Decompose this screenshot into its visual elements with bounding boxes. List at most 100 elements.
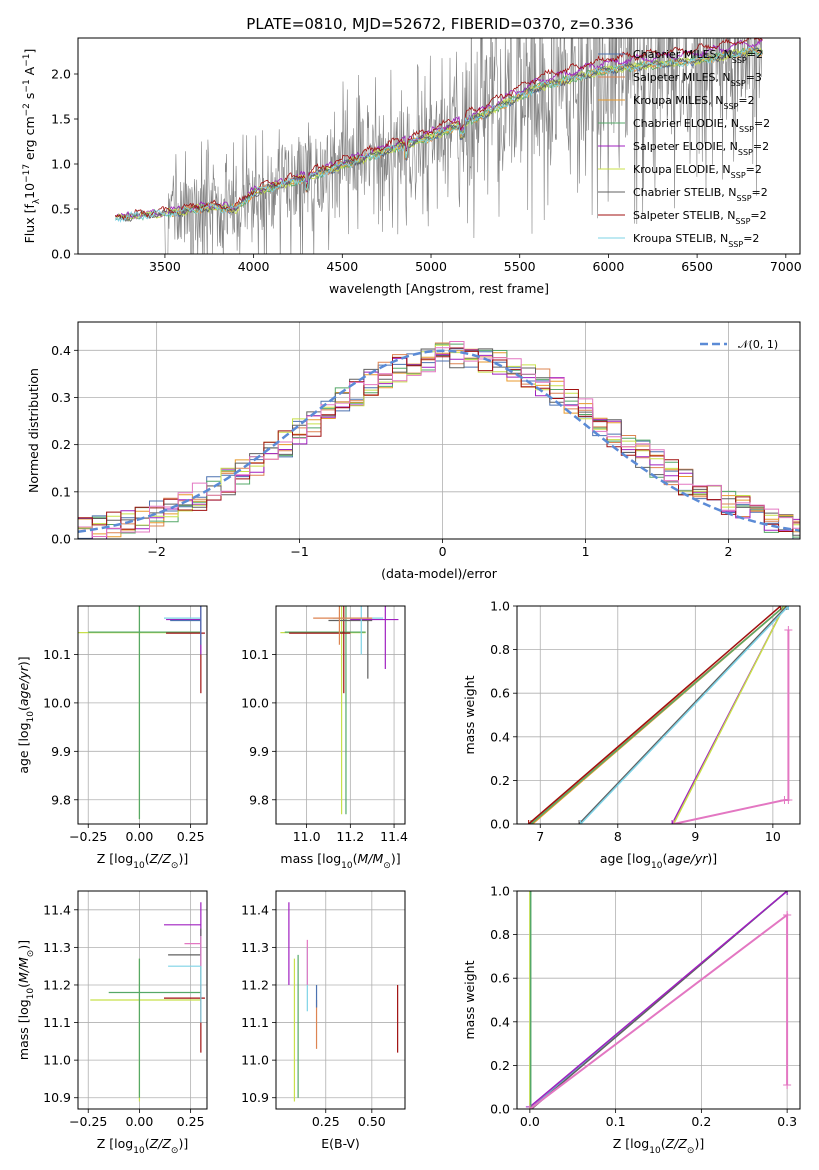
weight-marker — [526, 1105, 535, 1109]
axes-age_vs_mass: 11.0 11.2 11.4 9.8 9.9 10.0 10.1 mass [log10(M/… — [241, 605, 408, 871]
weight-marker — [776, 606, 785, 610]
y-tick-label: 11.2 — [43, 977, 71, 992]
weight-marker — [784, 625, 793, 634]
x-axis-label: wavelength [Angstrom, rest frame] — [329, 281, 549, 296]
y-tick-label: 1.5 — [51, 112, 71, 127]
x-tick-label: −0.25 — [69, 1114, 107, 1129]
x-tick-label: 0.25 — [312, 1114, 340, 1129]
weight-marker — [783, 910, 792, 919]
x-tick-label: 0.00 — [126, 829, 154, 844]
legend-entry: Salpeter STELIB, NSSP=2 — [633, 209, 767, 226]
weight-marker — [576, 820, 585, 824]
y-tick-label: 0.8 — [490, 642, 510, 657]
weight-line — [580, 606, 789, 824]
y-tick-label: 1.0 — [490, 599, 510, 614]
weight-marker — [524, 820, 533, 824]
x-tick-label: 0.50 — [358, 1114, 386, 1129]
legend-entry: Chabrier MILES, NSSP=2 — [633, 48, 763, 65]
y-tick-label: 0.8 — [490, 927, 510, 942]
weight-marker — [783, 1081, 792, 1090]
y-tick-label: 0.0 — [490, 817, 510, 832]
x-tick-label: 11.2 — [336, 829, 364, 844]
x-tick-label: −0.25 — [69, 829, 107, 844]
y-tick-label: 11.3 — [241, 940, 269, 955]
y-axis-label: age [log10(age/yr)] — [16, 656, 36, 773]
y-tick-label: 9.8 — [249, 792, 269, 807]
axes-age_weights: 7 8 9 10 0.0 0.2 0.4 0.6 0.8 1.0 age [log10(age/yr… — [462, 599, 801, 871]
legend-entry: Chabrier ELODIE, NSSP=2 — [633, 117, 770, 134]
y-tick-label: 0.0 — [490, 1102, 510, 1117]
x-tick-label: 7 — [536, 829, 544, 844]
histogram-series — [78, 344, 800, 529]
histogram-series — [78, 348, 800, 538]
y-tick-label: 11.1 — [241, 1015, 269, 1030]
histogram-series — [78, 342, 800, 539]
y-tick-label: 10.9 — [43, 1090, 71, 1105]
x-tick-label: 0.1 — [606, 1114, 626, 1129]
axes-frame — [516, 605, 801, 825]
x-axis-label: Z [log10(Z/Z⊙)] — [613, 1136, 704, 1156]
axes-frame — [77, 890, 208, 1110]
plot-area-age_vs_mass — [280, 606, 399, 815]
weight-marker — [783, 891, 792, 895]
y-tick-label: 11.0 — [43, 1053, 71, 1068]
x-tick-label: −1 — [290, 544, 308, 559]
y-axis-label: mass [log10(M/M⊙)] — [16, 940, 36, 1060]
x-axis-label: (data-model)/error — [381, 566, 498, 581]
x-tick-label: 0.25 — [177, 1114, 205, 1129]
y-tick-label: 0.1 — [51, 484, 71, 499]
x-tick-label: 3500 — [149, 259, 181, 274]
y-tick-label: 9.9 — [51, 744, 71, 759]
weight-marker — [575, 820, 584, 824]
plot-area-Z_weights — [525, 891, 792, 1109]
x-tick-label: 0.00 — [126, 1114, 154, 1129]
y-axis-label: Normed distribution — [26, 368, 41, 493]
axes-spectrum: 3500 4000 4500 5000 5500 6000 6500 7000 0.0 0.5 1.… — [22, 37, 802, 296]
histogram-series — [78, 347, 800, 532]
y-tick-label: 0.0 — [51, 247, 71, 262]
x-tick-label: 5000 — [415, 259, 447, 274]
y-tick-label: 0.6 — [490, 686, 510, 701]
y-tick-label: 0.3 — [51, 390, 71, 405]
weight-line — [530, 606, 785, 824]
x-tick-label: 1 — [582, 544, 590, 559]
x-axis-label: mass [log10(M/M⊙)] — [280, 851, 400, 871]
y-axis-label: mass weight — [462, 960, 477, 1039]
x-tick-label: 6500 — [681, 259, 713, 274]
plot-area-residuals — [78, 341, 800, 539]
plot-area-mass_vs_Z — [90, 902, 205, 1102]
y-tick-label: 10.0 — [241, 695, 269, 710]
histogram-series — [78, 348, 800, 539]
plot-area-mass_vs_EBV — [288, 902, 399, 1102]
axes-Z_weights: 0.0 0.1 0.2 0.3 0.0 0.2 0.4 0.6 0.8 1.0 Z [log10(Z… — [462, 884, 801, 1156]
histogram-series — [78, 349, 800, 539]
figure-title: PLATE=0810, MJD=52672, FIBERID=0370, z=0… — [246, 15, 633, 33]
x-tick-label: 11.4 — [380, 829, 408, 844]
weight-line — [673, 630, 790, 824]
legend-entry: Kroupa STELIB, NSSP=2 — [633, 232, 759, 249]
legend-entry: Kroupa MILES, NSSP=2 — [633, 94, 755, 111]
weight-line — [578, 606, 788, 824]
axes-frame — [77, 605, 208, 825]
x-tick-label: 6000 — [593, 259, 625, 274]
axes-mass_vs_EBV: 0.25 0.50 10.9 11.0 11.1 11.2 11.3 11.4 E(B-V) — [241, 890, 406, 1151]
y-tick-label: 0.2 — [490, 773, 510, 788]
y-axis-label: Flux [fλ10−17 erg cm−2 s−1 A−1] — [22, 49, 42, 244]
histogram-series — [78, 341, 800, 537]
weight-line — [529, 912, 789, 1109]
x-tick-label: 0 — [439, 544, 447, 559]
y-tick-label: 10.9 — [241, 1090, 269, 1105]
x-axis-label: age [log10(age/yr)] — [600, 851, 717, 871]
weight-marker — [526, 891, 535, 895]
x-axis-label: Z [log10(Z/Z⊙)] — [97, 1136, 188, 1156]
x-tick-label: 0.0 — [520, 1114, 540, 1129]
axes-age_vs_Z: −0.25 0.00 0.25 9.8 9.9 10.0 10.1 Z [log10(Z/Z⊙… — [16, 605, 208, 871]
y-tick-label: 11.2 — [241, 977, 269, 992]
y-tick-label: 9.8 — [51, 792, 71, 807]
y-axis-label: mass weight — [462, 675, 477, 754]
x-tick-label: 8 — [614, 829, 622, 844]
normal-curve — [78, 349, 800, 533]
y-tick-label: 1.0 — [490, 884, 510, 899]
x-tick-label: 0.2 — [691, 1114, 711, 1129]
x-axis-label: E(B-V) — [321, 1136, 360, 1151]
